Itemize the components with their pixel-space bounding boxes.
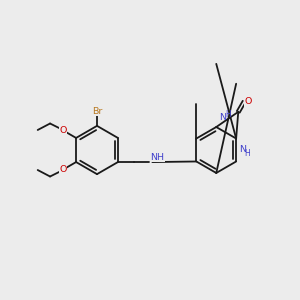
Text: NH: NH <box>151 153 165 162</box>
Text: H: H <box>245 149 250 158</box>
Text: H: H <box>225 110 230 119</box>
Text: O: O <box>244 97 252 106</box>
Text: O: O <box>59 165 67 174</box>
Text: N: N <box>219 113 226 122</box>
Text: N: N <box>239 145 246 154</box>
Text: Br: Br <box>92 106 103 116</box>
Text: O: O <box>59 126 67 135</box>
